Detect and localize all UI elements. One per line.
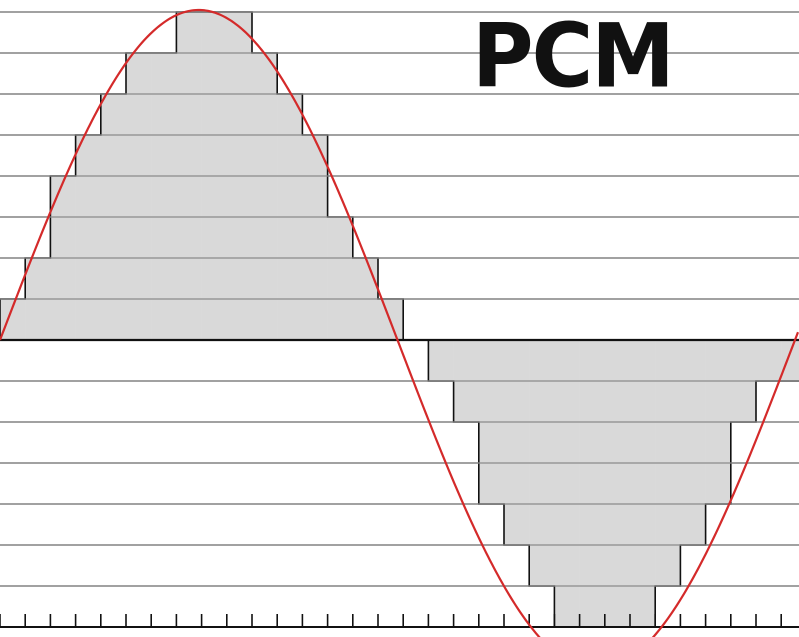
sample-bar: [151, 53, 177, 340]
quantized-samples: [0, 11, 799, 628]
sample-bar: [428, 340, 454, 381]
sample-bar: [252, 53, 278, 340]
sample-ticks: [0, 614, 799, 628]
diagram-title: PCM: [472, 4, 675, 108]
sample-bar: [554, 340, 580, 627]
sample-bar: [680, 340, 706, 545]
sample-bar: [302, 135, 328, 340]
sample-bar: [75, 135, 101, 340]
sample-bar: [579, 340, 605, 627]
analog-signal-curve: [0, 8, 799, 637]
sample-bar: [126, 53, 152, 340]
sample-bar: [604, 340, 631, 627]
sample-bar: [756, 340, 782, 381]
sample-bar: [781, 340, 799, 381]
sample-bar: [630, 340, 656, 627]
sample-bar: [327, 217, 353, 340]
sample-bar: [504, 340, 530, 545]
